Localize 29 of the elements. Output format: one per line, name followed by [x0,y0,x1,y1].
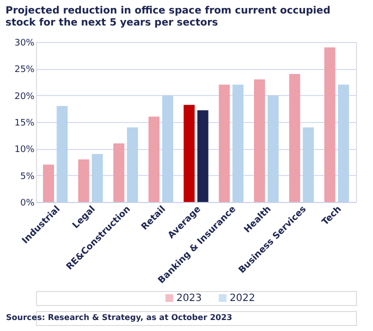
bar [232,84,244,202]
bar [218,84,230,202]
chart-title: Projected reduction in office space from current occupied stock for the next 5 years per sectors [6,6,330,28]
bar [289,74,300,202]
legend-label: 2022 [230,293,256,304]
y-tick-label: 20% [14,92,35,102]
bar [43,164,54,202]
bar [268,95,279,202]
y-tick-label: 25% [14,65,35,76]
source-note: Sources: Research & Strategy, as at October 2023 [6,313,232,322]
y-tick-label: 15% [14,118,35,128]
bar [324,47,336,202]
y-tick-label: 10% [14,145,35,156]
y-tick-label: 5% [20,172,35,182]
bar [56,106,68,202]
bar [78,159,90,202]
bar [113,143,124,202]
bar [302,127,314,202]
bar [184,104,195,202]
bar [338,84,349,202]
bar [197,110,208,202]
y-tick-label: 30% [14,38,35,48]
bar [254,79,265,202]
legend-label: 2023 [176,293,202,304]
bar [148,116,160,202]
bar [127,127,138,202]
y-tick-label: 0% [20,198,35,208]
bar [162,95,174,202]
bar [92,154,103,202]
